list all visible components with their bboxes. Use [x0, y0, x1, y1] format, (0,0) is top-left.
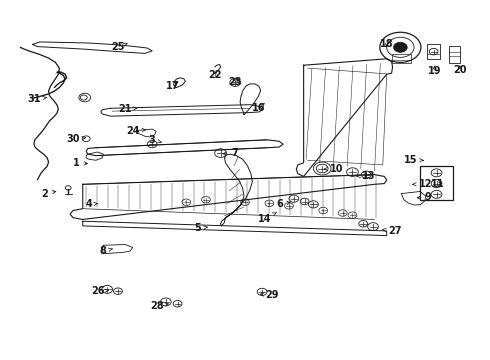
Text: 3: 3: [149, 135, 161, 145]
Text: 17: 17: [166, 81, 179, 91]
Text: 5: 5: [195, 224, 207, 233]
Polygon shape: [83, 221, 387, 235]
Text: 2: 2: [41, 189, 56, 199]
Circle shape: [393, 42, 407, 52]
Text: 22: 22: [208, 69, 221, 80]
Polygon shape: [401, 192, 426, 205]
Text: 15: 15: [404, 155, 423, 165]
Text: 23: 23: [228, 77, 242, 87]
Text: 26: 26: [92, 286, 108, 296]
Text: 28: 28: [150, 301, 169, 311]
Text: 7: 7: [223, 148, 238, 158]
Bar: [449, 46, 460, 63]
Text: 25: 25: [111, 42, 127, 52]
Text: 11: 11: [431, 179, 445, 189]
Polygon shape: [86, 152, 103, 160]
Text: 10: 10: [324, 163, 343, 174]
Text: 21: 21: [118, 104, 137, 114]
Text: 27: 27: [383, 226, 402, 236]
Polygon shape: [101, 244, 133, 253]
Text: 31: 31: [27, 94, 47, 104]
Text: 8: 8: [100, 246, 112, 256]
Bar: [392, 54, 411, 63]
Text: 6: 6: [277, 199, 290, 209]
Text: 24: 24: [126, 126, 146, 135]
Text: 16: 16: [252, 103, 266, 113]
Text: 19: 19: [428, 66, 441, 76]
Bar: [427, 44, 441, 59]
Polygon shape: [137, 129, 156, 137]
Bar: [420, 166, 453, 200]
Text: 18: 18: [380, 39, 393, 49]
Polygon shape: [101, 105, 262, 116]
Text: 20: 20: [453, 64, 467, 75]
Text: 13: 13: [357, 171, 376, 181]
Text: 14: 14: [258, 212, 276, 224]
Polygon shape: [296, 59, 392, 176]
Text: 4: 4: [85, 199, 98, 210]
Text: 29: 29: [261, 291, 279, 301]
Polygon shape: [32, 42, 152, 53]
Text: 1: 1: [73, 158, 88, 168]
Polygon shape: [70, 175, 387, 220]
Text: 30: 30: [66, 134, 86, 144]
Polygon shape: [86, 140, 283, 156]
Text: 12: 12: [413, 179, 433, 189]
Text: 9: 9: [417, 192, 432, 202]
